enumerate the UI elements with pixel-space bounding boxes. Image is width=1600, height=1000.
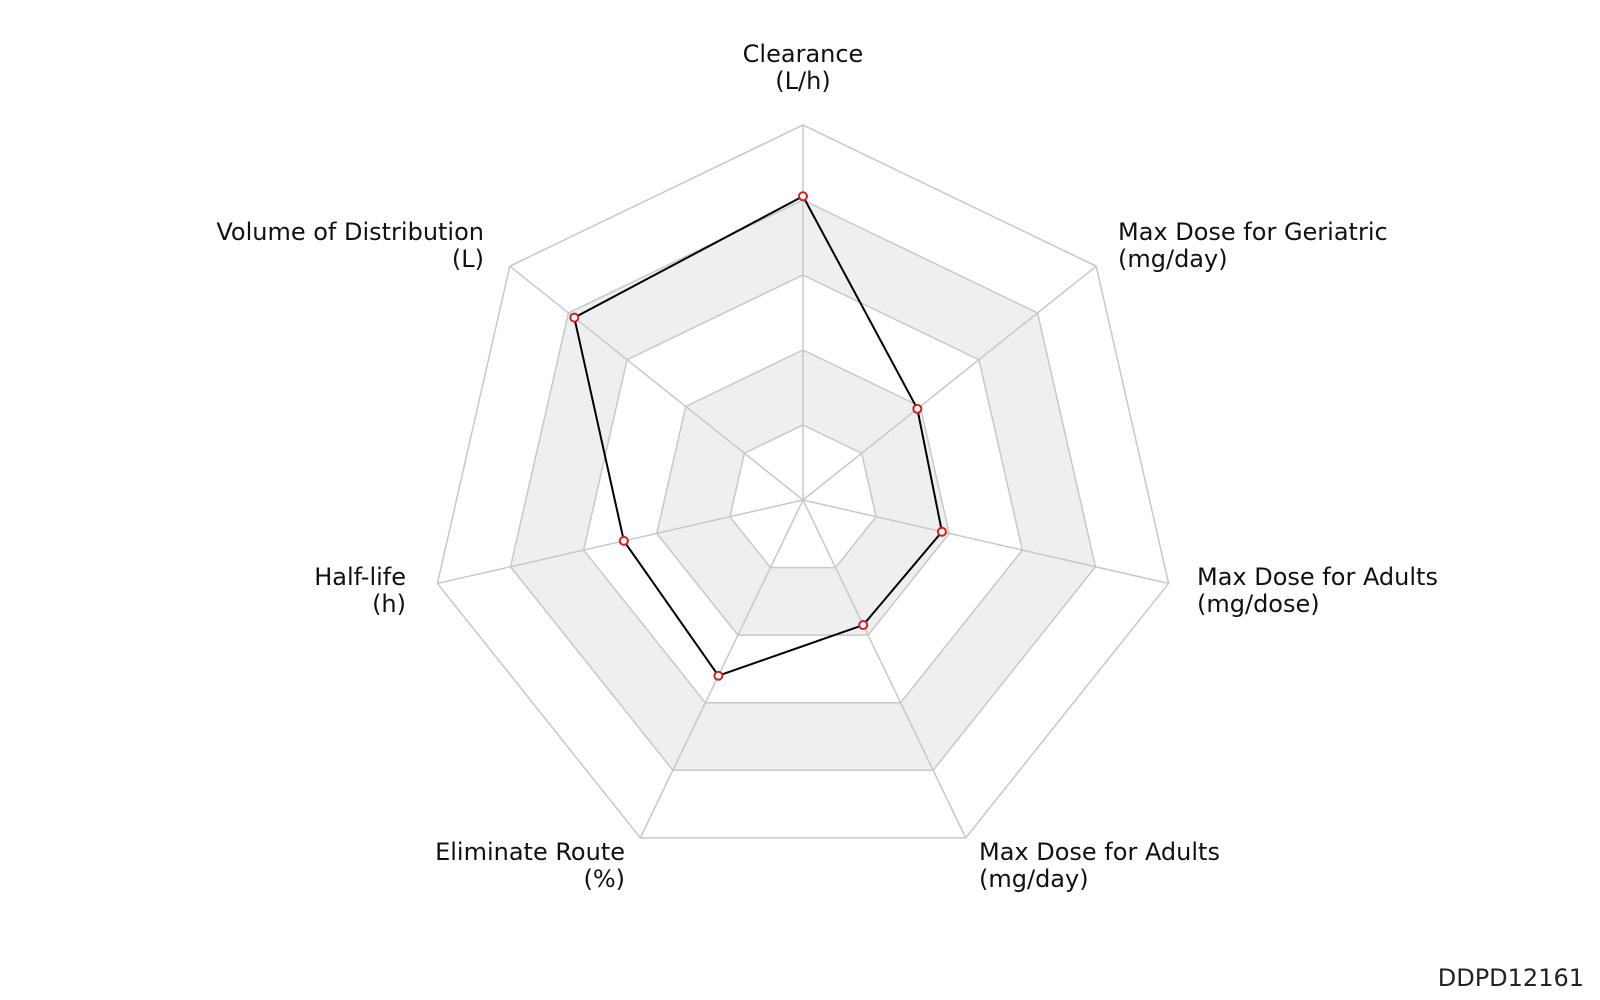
axis-name-3: Max Dose for Adults [979, 838, 1220, 866]
axis-name-1: Max Dose for Geriatric [1118, 218, 1388, 246]
axis-unit-3: (mg/day) [979, 865, 1089, 893]
axis-unit-1: (mg/day) [1118, 245, 1228, 273]
data-point-0 [798, 191, 808, 202]
axis-name-0: Clearance [743, 40, 864, 68]
data-point-1 [912, 403, 923, 414]
axis-spoke-3 [802, 499, 967, 839]
axis-name-2: Max Dose for Adults [1197, 563, 1438, 591]
axis-unit-5: (h) [372, 590, 406, 618]
axis-name-5: Half-life [314, 563, 406, 591]
data-point-6 [569, 312, 580, 323]
axis-spoke-4 [639, 499, 804, 839]
axis-label-1: Max Dose for Geriatric (mg/day) [1118, 218, 1388, 273]
axis-name-4: Eliminate Route [435, 838, 625, 866]
axis-spoke-1 [802, 265, 1097, 501]
axis-unit-4: (%) [583, 865, 625, 893]
axis-label-3: Max Dose for Adults (mg/day) [979, 838, 1220, 893]
axis-label-0: Clearance (L/h) [743, 40, 864, 95]
axis-label-4: Eliminate Route (%) [435, 838, 625, 893]
axis-spoke-6 [509, 265, 804, 501]
axis-unit-0: (L/h) [775, 67, 830, 95]
axis-label-2: Max Dose for Adults (mg/dose) [1197, 563, 1438, 618]
axis-spoke-2 [802, 499, 1169, 585]
data-point-3 [858, 620, 869, 631]
axis-label-5: Half-life (h) [314, 563, 406, 618]
axis-label-6: Volume of Distribution (L) [216, 218, 484, 273]
axis-unit-6: (L) [452, 245, 484, 273]
series-layer [569, 191, 947, 681]
data-point-4 [713, 670, 724, 681]
axis-labels: Clearance (L/h)Max Dose for Geriatric (mg/… [216, 40, 1438, 893]
axis-unit-2: (mg/dose) [1197, 590, 1320, 618]
grid-spokes [437, 125, 1169, 839]
chart-id-label: DDPD12161 [1437, 964, 1584, 992]
axis-name-6: Volume of Distribution [216, 218, 484, 246]
data-point-5 [618, 535, 629, 546]
data-point-2 [936, 526, 947, 537]
series-line-0 [573, 195, 943, 677]
